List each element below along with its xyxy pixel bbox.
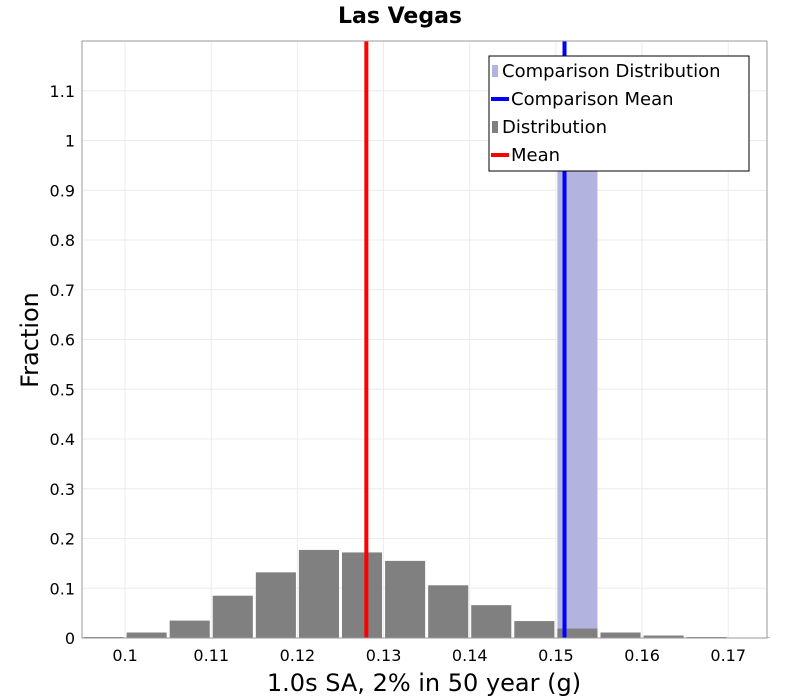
x-tick-label: 0.16 bbox=[624, 646, 660, 665]
y-tick-label: 1.1 bbox=[50, 82, 75, 101]
y-tick-label: 0.5 bbox=[50, 380, 75, 399]
chart-title: Las Vegas bbox=[338, 4, 462, 29]
bar bbox=[255, 572, 296, 638]
y-tick-label: 0.6 bbox=[50, 331, 75, 350]
y-axis-ticks: 0 0.1 0.2 0.3 0.4 0.5 0.6 0.7 0.8 0.9 1 1.1 bbox=[50, 82, 75, 648]
bar bbox=[126, 632, 167, 638]
x-tick-label: 0.17 bbox=[710, 646, 746, 665]
bar bbox=[514, 621, 555, 638]
y-axis-label: Fraction bbox=[16, 292, 44, 388]
x-tick-label: 0.11 bbox=[193, 646, 229, 665]
x-axis-ticks: 0.1 0.11 0.12 0.13 0.14 0.15 0.16 0.17 bbox=[112, 646, 746, 665]
x-axis-label: 1.0s SA, 2% in 50 year (g) bbox=[267, 669, 581, 697]
y-tick-label: 0.9 bbox=[50, 181, 75, 200]
legend-label: Distribution bbox=[502, 117, 607, 138]
legend-swatch bbox=[492, 65, 498, 77]
bar bbox=[557, 628, 598, 638]
y-tick-label: 0.4 bbox=[50, 430, 75, 449]
bar bbox=[169, 620, 210, 638]
bar bbox=[341, 552, 383, 638]
x-tick-label: 0.1 bbox=[112, 646, 137, 665]
bar bbox=[471, 605, 512, 638]
bar bbox=[600, 632, 641, 638]
y-tick-label: 0.1 bbox=[50, 579, 75, 598]
y-tick-label: 0.2 bbox=[50, 530, 75, 549]
legend-label: Comparison Mean bbox=[511, 89, 674, 110]
y-tick-label: 0.7 bbox=[50, 281, 75, 300]
bar bbox=[643, 635, 684, 638]
x-tick-label: 0.14 bbox=[452, 646, 488, 665]
legend-swatch bbox=[492, 121, 498, 133]
y-tick-label: 1 bbox=[65, 132, 75, 151]
y-tick-label: 0.3 bbox=[50, 480, 75, 499]
bar bbox=[385, 560, 426, 638]
legend-box bbox=[488, 55, 750, 172]
legend-label: Mean bbox=[511, 145, 560, 166]
bar bbox=[212, 595, 253, 638]
y-tick-label: 0.8 bbox=[50, 231, 75, 250]
y-tick-label: 0 bbox=[65, 629, 75, 648]
x-tick-label: 0.12 bbox=[280, 646, 316, 665]
plot-frame bbox=[81, 40, 768, 639]
bar bbox=[428, 585, 469, 638]
legend-label: Comparison Distribution bbox=[502, 61, 721, 82]
bar bbox=[298, 549, 339, 638]
legend: Comparison Distribution Comparison Mean Di… bbox=[488, 55, 750, 172]
x-tick-label: 0.15 bbox=[538, 646, 574, 665]
x-tick-label: 0.13 bbox=[366, 646, 402, 665]
distribution-bars bbox=[83, 549, 770, 638]
